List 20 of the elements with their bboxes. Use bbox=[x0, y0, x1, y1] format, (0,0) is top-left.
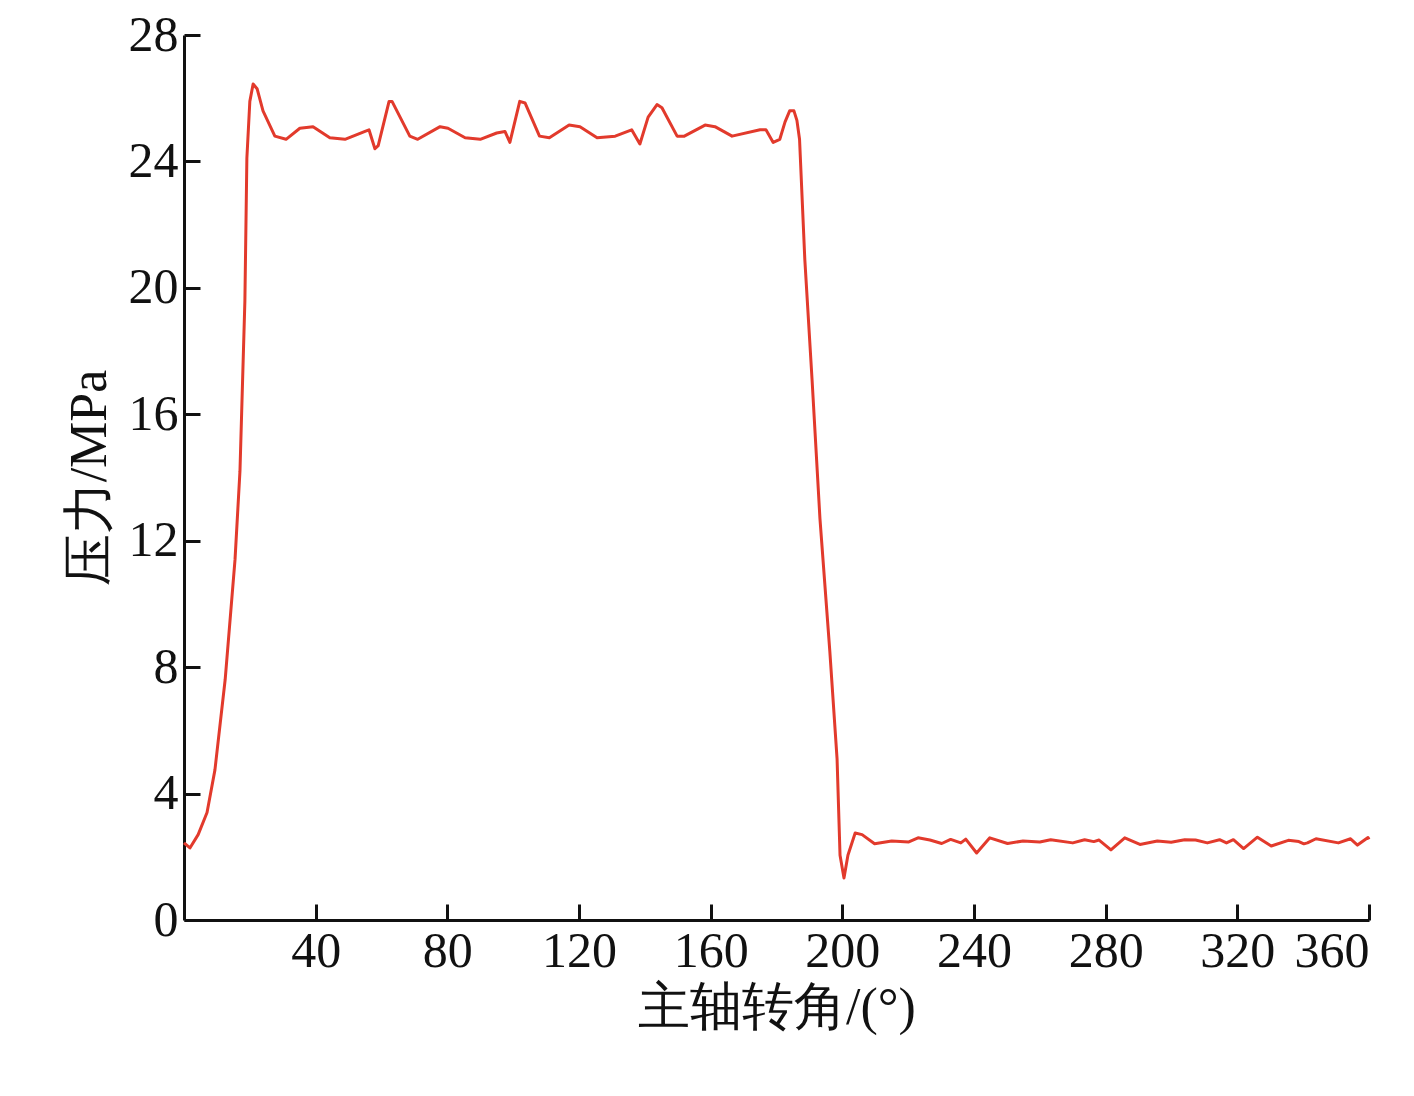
y-tick-label: 0 bbox=[153, 890, 179, 947]
y-tick-label: 4 bbox=[153, 764, 179, 821]
x-tick-label: 40 bbox=[291, 921, 342, 978]
x-tick-label: 160 bbox=[673, 921, 749, 978]
y-axis-title: 压力/MPa bbox=[59, 369, 117, 587]
x-tick-label: 240 bbox=[937, 921, 1012, 978]
x-tick-label: 200 bbox=[805, 921, 881, 978]
y-tick-label: 28 bbox=[128, 5, 179, 62]
x-axis-title: 主轴转角/(°) bbox=[638, 977, 916, 1036]
x-tick-label: 360 bbox=[1294, 921, 1370, 978]
y-tick-label: 24 bbox=[128, 131, 179, 188]
y-tick-label: 8 bbox=[153, 637, 179, 694]
y-tick-label: 12 bbox=[128, 511, 179, 568]
x-tick-label: 80 bbox=[422, 921, 473, 978]
y-tick-label: 16 bbox=[128, 384, 179, 441]
x-tick-label: 120 bbox=[542, 921, 617, 978]
y-tick-label: 20 bbox=[128, 258, 179, 315]
line-series bbox=[182, 82, 1371, 880]
x-tick-label: 280 bbox=[1068, 921, 1144, 978]
x-tick-label: 320 bbox=[1200, 921, 1276, 978]
